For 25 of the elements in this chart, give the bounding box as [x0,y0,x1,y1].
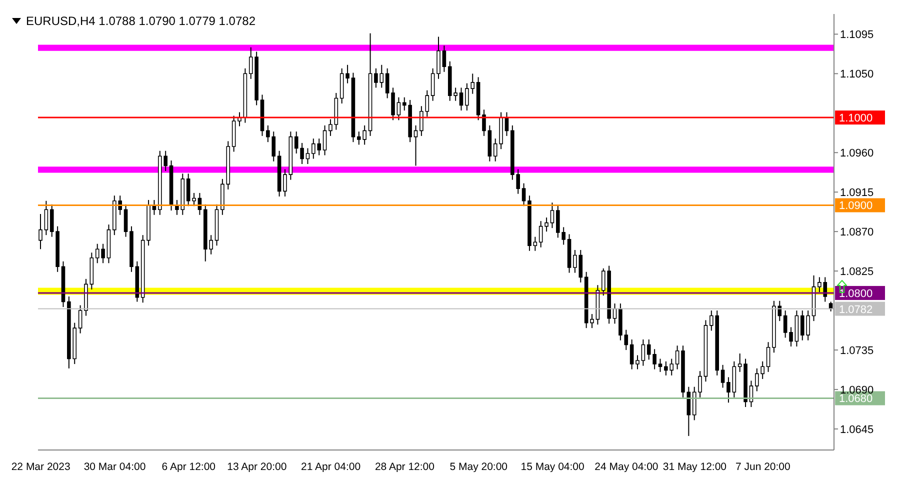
x-tick-label: 7 Jun 20:00 [735,461,791,473]
ref-line-label: 1.0782 [839,304,873,316]
y-tick-label: 1.0915 [840,186,874,199]
ref-line-label: 1.1000 [839,112,873,125]
x-tick-label: 21 Apr 04:00 [301,461,361,473]
y-tick-label: 1.0735 [840,344,874,357]
y-tick-label: 1.1050 [840,68,874,81]
y-tick-label: 1.0645 [840,424,874,436]
x-tick-label: 30 Mar 04:00 [84,461,146,473]
x-tick-label: 5 May 20:00 [450,461,508,473]
y-tick-label: 1.0960 [840,148,874,160]
y-tick-label: 1.1095 [840,29,874,42]
y-tick-label: 1.0870 [840,226,874,238]
x-tick-label: 31 May 12:00 [662,461,727,473]
x-tick-label: 24 May 04:00 [594,461,658,473]
chart-title: EURUSD,H4 1.0788 1.0790 1.0779 1.0782 [26,14,256,28]
x-tick-label: 15 May 04:00 [520,461,585,473]
ref-line-label: 1.0800 [839,288,873,300]
x-tick-label: 28 Apr 12:00 [374,461,435,473]
ref-line-label: 1.0900 [839,200,873,212]
y-tick-label: 1.0825 [840,266,874,278]
x-tick-label: 6 Apr 12:00 [162,461,216,473]
x-tick-label: 22 Mar 2023 [11,461,70,473]
x-tick-label: 13 Apr 20:00 [227,461,287,473]
ref-line-label: 1.0680 [839,393,873,406]
